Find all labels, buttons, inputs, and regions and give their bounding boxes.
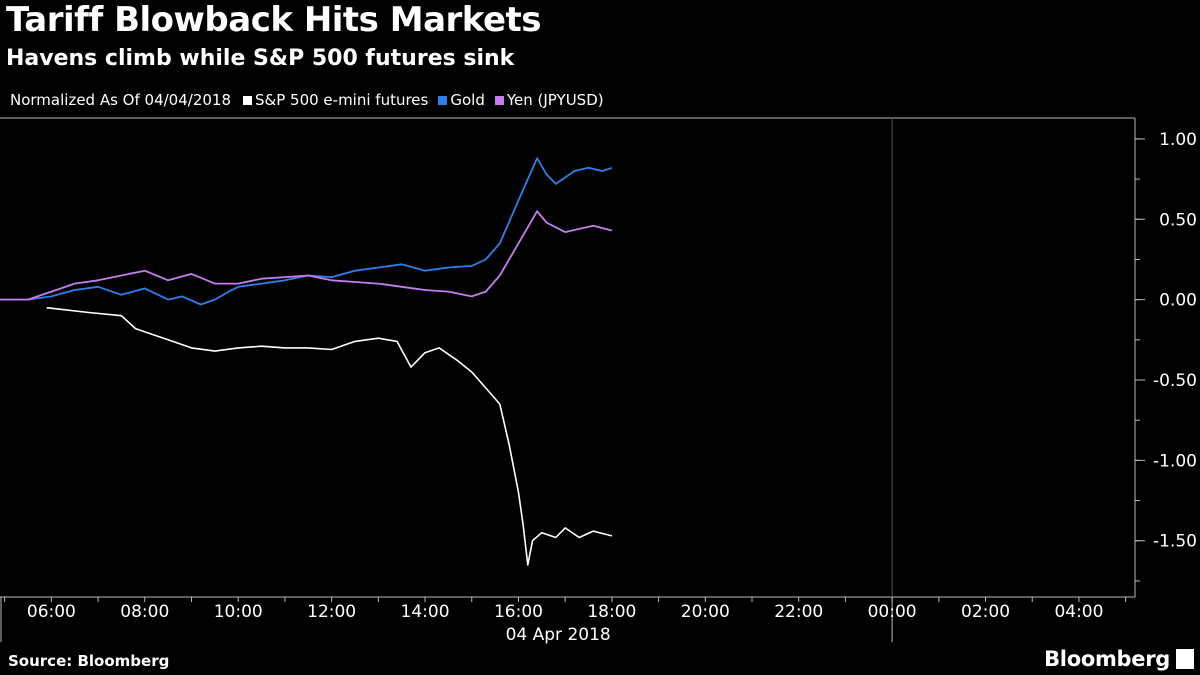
legend-note: Normalized As Of 04/04/2018: [10, 91, 231, 109]
x-tick-label: 20:00: [681, 602, 730, 622]
legend-item-yen: Yen (JPYUSD): [494, 91, 604, 109]
legend-swatch-gold: [438, 95, 448, 105]
y-tick-label: -0.50: [1153, 371, 1197, 391]
y-tick-label: 0.00: [1159, 291, 1197, 311]
chart-subtitle: Havens climb while S&P 500 futures sink: [6, 46, 515, 71]
x-tick-label: 12:00: [307, 602, 356, 622]
series-line-s-p-500-e-mini-futures: [46, 306, 613, 566]
x-tick-label: 04:00: [1054, 602, 1103, 622]
legend-label-sp500: S&P 500 e-mini futures: [255, 91, 429, 109]
bloomberg-terminal-icon: [1176, 649, 1194, 669]
x-tick-label: 02:00: [961, 602, 1010, 622]
y-tick-label: 1.00: [1159, 130, 1197, 150]
x-tick-label: 16:00: [494, 602, 543, 622]
x-tick-label: 18:00: [587, 602, 636, 622]
x-tick-label: 10:00: [214, 602, 263, 622]
x-tick-label: 14:00: [401, 602, 450, 622]
legend-label-yen: Yen (JPYUSD): [506, 91, 604, 109]
source-note: Source: Bloomberg: [8, 652, 170, 670]
x-tick-label: 00:00: [868, 602, 917, 622]
x-tick-label: 22:00: [774, 602, 823, 622]
legend-swatch-yen: [494, 95, 504, 105]
series-line-yen-jpyusd-: [0, 210, 613, 301]
x-date-label: 04 Apr 2018: [506, 625, 611, 645]
x-tick-label: 06:00: [27, 602, 76, 622]
legend-swatch-sp500: [243, 95, 252, 105]
bloomberg-logo: Bloomberg: [1044, 647, 1170, 671]
series-line-gold: [0, 157, 613, 306]
x-tick-label: 08:00: [120, 602, 169, 622]
legend-label-gold: Gold: [450, 91, 485, 109]
chart-title: Tariff Blowback Hits Markets: [6, 0, 542, 40]
y-tick-label: -1.50: [1153, 532, 1197, 552]
y-tick-label: -1.00: [1153, 451, 1197, 471]
y-tick-label: 0.50: [1159, 210, 1197, 230]
legend: Normalized As Of 04/04/2018 S&P 500 e-mi…: [10, 91, 614, 109]
legend-item-sp500: S&P 500 e-mini futures: [243, 91, 428, 109]
legend-item-gold: Gold: [438, 91, 485, 109]
